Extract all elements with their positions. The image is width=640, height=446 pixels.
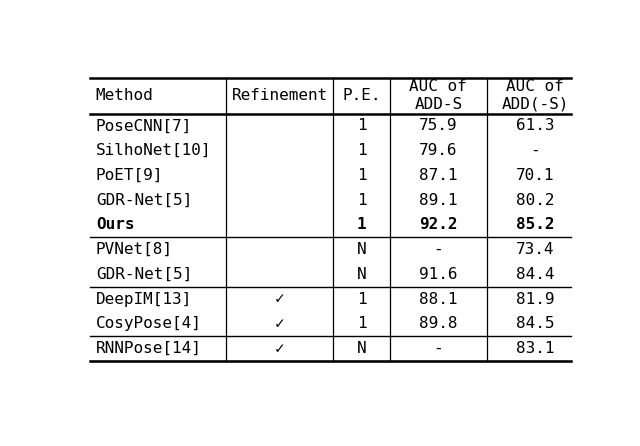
Text: 85.2: 85.2 xyxy=(516,217,554,232)
Text: 75.9: 75.9 xyxy=(419,119,458,133)
Text: AUC of
ADD(-S): AUC of ADD(-S) xyxy=(501,79,569,112)
Text: CosyPose[4]: CosyPose[4] xyxy=(96,316,202,331)
Text: AUC of
ADD-S: AUC of ADD-S xyxy=(410,79,467,112)
Text: Method: Method xyxy=(96,88,154,103)
Text: -: - xyxy=(433,242,443,257)
Text: N: N xyxy=(356,341,366,356)
Text: 73.4: 73.4 xyxy=(516,242,554,257)
Text: 89.8: 89.8 xyxy=(419,316,458,331)
Text: GDR-Net[5]: GDR-Net[5] xyxy=(96,193,192,208)
Text: 1: 1 xyxy=(356,217,366,232)
Text: 89.1: 89.1 xyxy=(419,193,458,208)
Text: -: - xyxy=(531,143,540,158)
Text: 1: 1 xyxy=(356,168,366,183)
Text: 92.2: 92.2 xyxy=(419,217,458,232)
Text: 83.1: 83.1 xyxy=(516,341,554,356)
Text: P.E.: P.E. xyxy=(342,88,381,103)
Text: N: N xyxy=(356,267,366,282)
Text: 1: 1 xyxy=(356,292,366,306)
Text: 88.1: 88.1 xyxy=(419,292,458,306)
Text: Ours: Ours xyxy=(96,217,134,232)
Text: -: - xyxy=(433,341,443,356)
Text: PVNet[8]: PVNet[8] xyxy=(96,242,173,257)
Text: 91.6: 91.6 xyxy=(419,267,458,282)
Text: 1: 1 xyxy=(356,193,366,208)
Text: 81.9: 81.9 xyxy=(516,292,554,306)
Text: 84.5: 84.5 xyxy=(516,316,554,331)
Text: PoseCNN[7]: PoseCNN[7] xyxy=(96,119,192,133)
Text: RNNPose[14]: RNNPose[14] xyxy=(96,341,202,356)
Text: 61.3: 61.3 xyxy=(516,119,554,133)
Text: SilhoNet[10]: SilhoNet[10] xyxy=(96,143,211,158)
Text: ✓: ✓ xyxy=(275,316,284,331)
Text: 79.6: 79.6 xyxy=(419,143,458,158)
Text: 1: 1 xyxy=(356,316,366,331)
Text: 80.2: 80.2 xyxy=(516,193,554,208)
Text: 87.1: 87.1 xyxy=(419,168,458,183)
Text: Refinement: Refinement xyxy=(232,88,328,103)
Text: ✓: ✓ xyxy=(275,292,284,306)
Text: 1: 1 xyxy=(356,119,366,133)
Text: GDR-Net[5]: GDR-Net[5] xyxy=(96,267,192,282)
Text: N: N xyxy=(356,242,366,257)
Text: ✓: ✓ xyxy=(275,341,284,356)
Text: 70.1: 70.1 xyxy=(516,168,554,183)
Text: DeepIM[13]: DeepIM[13] xyxy=(96,292,192,306)
Text: PoET[9]: PoET[9] xyxy=(96,168,163,183)
Text: 1: 1 xyxy=(356,143,366,158)
Text: 84.4: 84.4 xyxy=(516,267,554,282)
